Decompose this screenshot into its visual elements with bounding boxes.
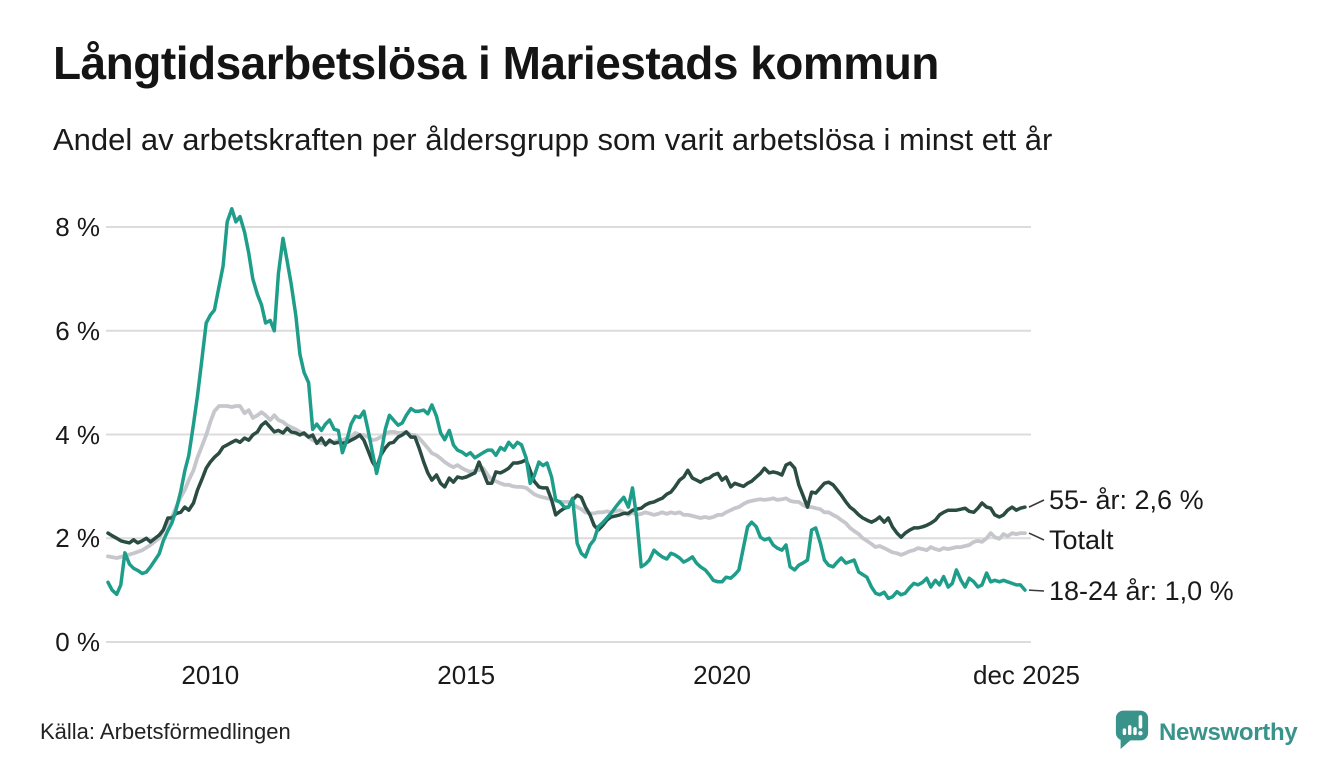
series-line-55-r: [106, 420, 1027, 545]
series-line-totalt: [106, 404, 1027, 560]
series-line-18-24-r: [106, 207, 1027, 601]
newsworthy-logo-icon: [1114, 708, 1150, 757]
newsworthy-logo-text: Newsworthy: [1159, 718, 1298, 746]
chart-subtitle: Andel av arbetskraften per åldersgrupp s…: [53, 122, 1053, 157]
series-label-connector: [1028, 589, 1045, 592]
chart-title: Långtidsarbetslösa i Mariestads kommun: [53, 37, 939, 89]
series-label-connector: [1028, 499, 1045, 508]
newsworthy-logo[interactable]: Newsworthy: [1114, 708, 1298, 757]
series-label-connector: [1028, 532, 1045, 541]
source-note: Källa: Arbetsförmedlingen: [40, 719, 291, 744]
